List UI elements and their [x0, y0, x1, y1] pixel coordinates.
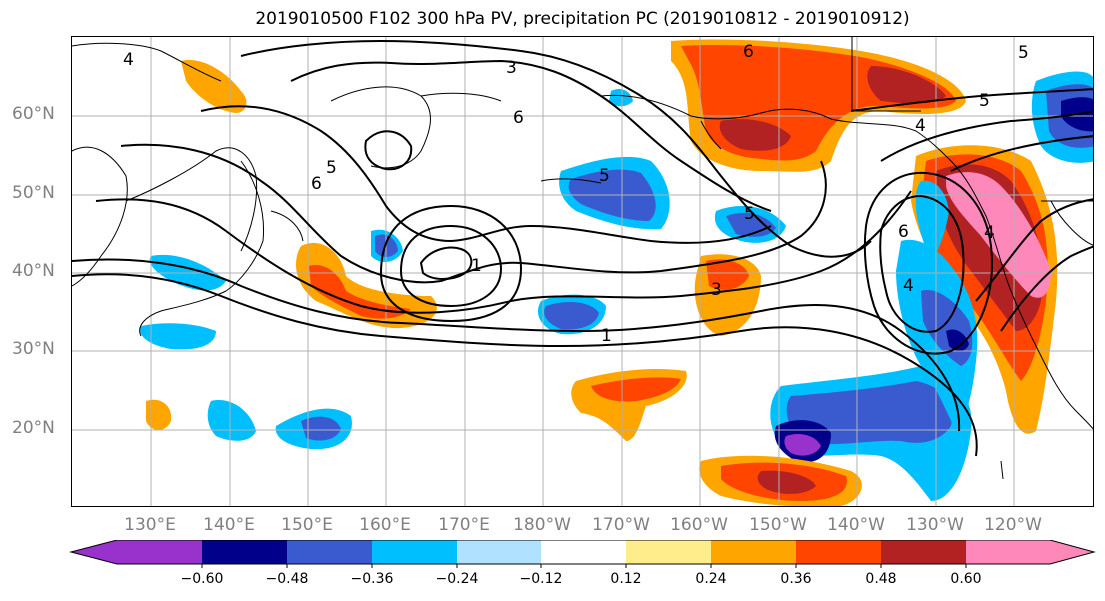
- precip-shading: [140, 39, 1093, 506]
- colorbar-segment: [287, 540, 372, 564]
- contour-label: 3: [711, 280, 722, 300]
- colorbar-tick-label: 0.12: [610, 571, 642, 587]
- longitude-label: 170°E: [438, 515, 490, 535]
- colorbar-tick-label: 0.36: [780, 571, 812, 587]
- map-area: 4 3 6 5 6 5 1 3 1 5 6 5 4 4 5 6 4: [71, 36, 1094, 507]
- contour-label: 4: [123, 50, 134, 70]
- longitude-label: 160°W: [670, 515, 728, 535]
- colorbar-tick-label: −0.48: [265, 571, 309, 587]
- latitude-label: 40°N: [12, 261, 55, 281]
- latitude-label: 50°N: [12, 183, 55, 203]
- contour-label: 6: [513, 108, 524, 128]
- colorbar-segment: [372, 540, 457, 564]
- colorbar-segment: [626, 540, 711, 564]
- contour-label: 5: [744, 204, 755, 224]
- contour-label: 6: [311, 174, 322, 194]
- colorbar-segment: [71, 540, 202, 564]
- contour-label: 5: [326, 158, 337, 178]
- colorbar-segment: [881, 540, 966, 564]
- colorbar-segment: [796, 540, 881, 564]
- longitude-label: 140°E: [203, 515, 255, 535]
- longitude-label: 180°W: [513, 515, 571, 535]
- longitude-label: 120°W: [984, 515, 1042, 535]
- contour-label: 4: [903, 276, 914, 296]
- longitude-label: 130°E: [124, 515, 176, 535]
- colorbar-tick-label: 0.60: [950, 571, 982, 587]
- colorbar: [69, 540, 1096, 568]
- contour-label: 4: [984, 223, 995, 243]
- colorbar-tick-label: −0.60: [180, 571, 224, 587]
- colorbar-segment: [202, 540, 287, 564]
- contour-label: 3: [506, 58, 517, 78]
- colorbar-segment: [541, 540, 626, 564]
- contour-label-group: 4 3 6 5 6 5 1 3 1 5 6 5 4 4 5 6 4: [123, 42, 1029, 346]
- contour-label: 4: [915, 116, 926, 136]
- contour-label: 5: [1018, 43, 1029, 63]
- latitude-label: 20°N: [12, 418, 55, 438]
- longitude-label: 130°W: [906, 515, 964, 535]
- pv-contours: [72, 39, 1093, 457]
- contour-label: 5: [979, 91, 990, 111]
- longitude-label: 150°W: [749, 515, 807, 535]
- colorbar-tick-label: −0.24: [435, 571, 479, 587]
- colorbar-segment: [966, 540, 1094, 564]
- colorbar-tick-label: 0.24: [695, 571, 727, 587]
- latitude-label: 60°N: [12, 104, 55, 124]
- contour-label: 6: [743, 42, 754, 62]
- colorbar-segment: [711, 540, 796, 564]
- contour-label: 6: [898, 222, 909, 242]
- colorbar-tick-label: −0.36: [350, 571, 394, 587]
- contour-label: 1: [601, 326, 612, 346]
- longitude-label: 170°W: [592, 515, 650, 535]
- longitude-label: 140°W: [827, 515, 885, 535]
- map-title: 2019010500 F102 300 hPa PV, precipitatio…: [255, 9, 910, 29]
- contour-label: 1: [471, 256, 482, 276]
- longitude-label: 160°E: [359, 515, 411, 535]
- coastlines: [72, 37, 1093, 480]
- colorbar-tick-label: 0.48: [865, 571, 897, 587]
- contour-label: 5: [599, 166, 610, 186]
- latitude-label: 30°N: [12, 339, 55, 359]
- map-canvas: 4 3 6 5 6 5 1 3 1 5 6 5 4 4 5 6 4: [72, 37, 1093, 506]
- colorbar-segment: [457, 540, 541, 564]
- longitude-label: 150°E: [281, 515, 333, 535]
- colorbar-tick-label: −0.12: [519, 571, 563, 587]
